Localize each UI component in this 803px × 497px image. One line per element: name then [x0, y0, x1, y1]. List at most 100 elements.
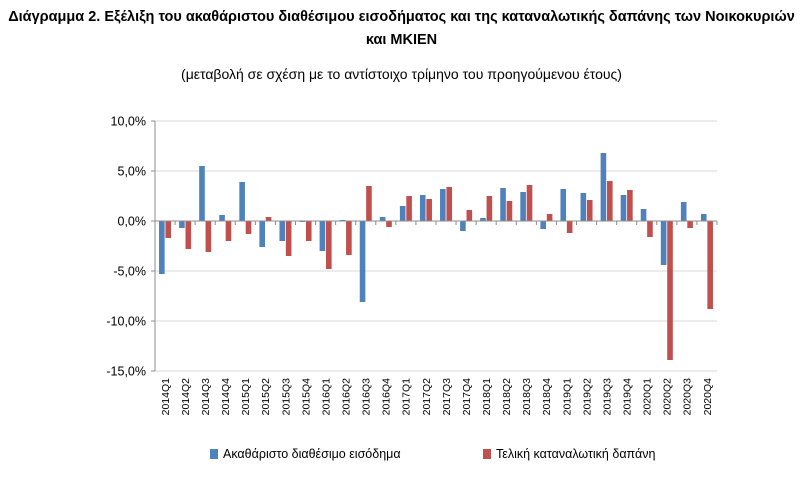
bar-consumption-2020Q4	[707, 221, 713, 309]
bar-consumption-2019Q4	[627, 190, 633, 221]
bar-consumption-2018Q3	[526, 185, 533, 221]
bar-income-2020Q4	[700, 214, 707, 221]
grid-lines	[155, 120, 717, 372]
x-category-label: 2018Q4	[541, 378, 553, 416]
bar-consumption-2017Q4	[466, 210, 473, 221]
bar-consumption-2018Q1	[486, 196, 493, 221]
bar-income-2019Q1	[560, 189, 567, 221]
bar-consumption-2016Q4	[386, 221, 392, 227]
y-axis-ticks: 10,0% 5,0% 0,0% -5,0% -10,0% -15,0%	[106, 115, 146, 379]
bar-consumption-2016Q3	[366, 186, 372, 221]
bar-income-2017Q4	[460, 221, 466, 231]
bar-income-2015Q3	[279, 221, 286, 241]
bar-income-2014Q4	[219, 215, 225, 221]
x-category-label: 2016Q4	[381, 378, 393, 416]
bar-income-2018Q3	[520, 192, 526, 221]
y-tick-label: 0,0%	[118, 215, 147, 229]
x-category-label: 2017Q2	[421, 378, 433, 416]
x-category-label: 2015Q1	[240, 378, 252, 416]
bar-consumption-2016Q2	[346, 221, 352, 255]
x-category-label: 2016Q2	[340, 378, 352, 416]
bar-consumption-2017Q3	[446, 187, 453, 221]
x-category-label: 2015Q4	[300, 378, 312, 416]
x-category-label: 2020Q4	[702, 378, 714, 416]
x-category-label: 2016Q3	[361, 378, 373, 416]
bar-consumption-2019Q3	[607, 181, 613, 221]
x-category-label: 2017Q3	[441, 378, 453, 416]
bar-consumption-2018Q2	[506, 201, 513, 221]
bar-income-2018Q1	[480, 218, 486, 221]
legend-label: Ακαθάριστο διαθέσιμο εισόδημα	[223, 447, 401, 461]
bar-consumption-2017Q2	[426, 199, 432, 221]
bar-consumption-2020Q3	[687, 221, 693, 228]
bar-consumption-2020Q1	[647, 221, 653, 237]
bar-income-2020Q3	[680, 202, 687, 221]
bar-consumption-2019Q2	[586, 200, 593, 221]
x-category-label: 2014Q4	[220, 378, 232, 416]
legend: Ακαθάριστο διαθέσιμο εισόδημα Τελική κατα…	[210, 447, 655, 461]
bar-income-2020Q2	[660, 221, 667, 265]
bar-consumption-2019Q1	[566, 221, 573, 233]
x-category-label: 2020Q2	[662, 378, 674, 416]
bar-income-2017Q2	[419, 195, 426, 221]
bar-consumption-2014Q4	[225, 221, 232, 241]
bar-consumption-2020Q2	[667, 221, 673, 360]
bar-income-2016Q1	[319, 221, 326, 251]
bar-consumption-2014Q2	[185, 221, 192, 249]
bar-income-2016Q3	[359, 221, 366, 302]
bar-income-2019Q2	[580, 193, 587, 221]
bar-income-2015Q1	[239, 182, 245, 221]
y-tick-label: 10,0%	[111, 115, 146, 129]
bar-income-2014Q2	[179, 221, 185, 228]
bar-consumption-2014Q1	[165, 221, 172, 238]
y-tick-label: 5,0%	[118, 165, 147, 179]
x-category-label: 2014Q2	[180, 378, 192, 416]
chart-title: Διάγραμμα 2. Εξέλιξη του ακαθάριστου δια…	[8, 9, 795, 48]
bar-consumption-2017Q1	[406, 196, 412, 221]
legend-swatch	[210, 449, 218, 459]
bar-income-2017Q1	[399, 206, 406, 221]
bar-income-2017Q3	[440, 189, 446, 221]
bar-income-2019Q3	[600, 153, 607, 221]
x-category-label: 2015Q2	[260, 378, 272, 416]
bar-income-2016Q4	[379, 217, 386, 221]
x-category-label: 2019Q3	[601, 378, 613, 416]
y-tick-label: -10,0%	[106, 315, 146, 329]
bar-income-2018Q2	[500, 188, 506, 221]
bar-consumption-2018Q4	[546, 214, 553, 221]
x-category-label: 2014Q1	[160, 378, 172, 416]
bar-consumption-2015Q4	[305, 221, 312, 241]
bar-consumption-2014Q3	[205, 221, 212, 252]
bars	[159, 153, 713, 360]
legend-label: Τελική καταναλωτική δαπάνη	[496, 447, 655, 461]
axes	[151, 120, 718, 372]
x-category-label: 2018Q2	[501, 378, 513, 416]
bar-income-2014Q3	[199, 166, 205, 221]
bar-consumption-2015Q2	[265, 217, 272, 221]
legend-swatch	[483, 449, 491, 459]
chart-subtitle: (μεταβολή σε σχέση με το αντίστοιχο τρίμ…	[181, 66, 622, 82]
x-category-label: 2015Q3	[280, 378, 292, 416]
x-category-label: 2019Q1	[561, 378, 573, 416]
bar-income-2019Q4	[620, 195, 627, 221]
bar-consumption-2015Q1	[245, 221, 252, 234]
x-category-label: 2017Q1	[401, 378, 413, 416]
x-category-label: 2019Q4	[621, 378, 633, 416]
x-axis-labels: 2014Q1 2014Q2 2014Q3 2014Q4 2015Q1 2015Q2 2015…	[160, 378, 714, 416]
x-category-label: 2014Q3	[200, 378, 212, 416]
bar-consumption-2015Q3	[285, 221, 292, 256]
y-tick-label: -15,0%	[106, 365, 146, 379]
x-category-label: 2020Q1	[642, 378, 654, 416]
x-category-label: 2018Q3	[521, 378, 533, 416]
x-category-label: 2020Q3	[682, 378, 694, 416]
bar-income-2020Q1	[640, 209, 647, 221]
x-category-label: 2018Q1	[481, 378, 493, 416]
x-category-label: 2019Q2	[581, 378, 593, 416]
x-category-label: 2017Q4	[461, 378, 473, 416]
bar-income-2018Q4	[540, 221, 546, 229]
x-category-label: 2016Q1	[320, 378, 332, 416]
bar-income-2014Q1	[159, 221, 165, 274]
bar-consumption-2016Q1	[326, 221, 332, 269]
bar-income-2015Q2	[259, 221, 265, 247]
